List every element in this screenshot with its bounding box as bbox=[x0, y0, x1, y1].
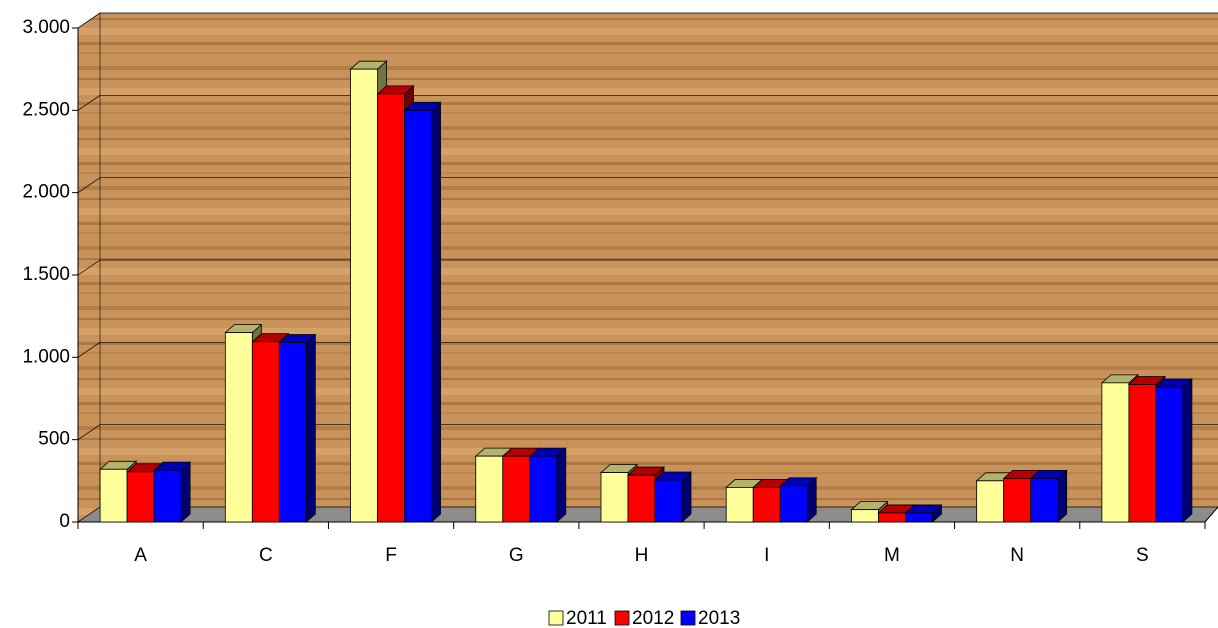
legend-swatch bbox=[548, 610, 564, 626]
x-tick-label: S bbox=[1136, 545, 1149, 566]
bar bbox=[377, 93, 405, 523]
bar-side bbox=[681, 471, 692, 523]
bar bbox=[350, 68, 378, 523]
bar bbox=[99, 468, 128, 523]
y-tick-label: 3.000 bbox=[22, 17, 70, 38]
bar bbox=[600, 472, 629, 523]
legend-swatch bbox=[680, 610, 696, 626]
bar bbox=[475, 455, 504, 523]
x-tick-label: N bbox=[1010, 545, 1024, 566]
grid-line-side bbox=[77, 506, 101, 523]
bar bbox=[251, 341, 280, 523]
x-axis-depth bbox=[1204, 506, 1218, 523]
bar bbox=[725, 487, 754, 523]
x-tick-label: C bbox=[259, 545, 273, 566]
bar bbox=[851, 509, 879, 523]
bar-side bbox=[556, 447, 567, 523]
bar-side bbox=[1182, 378, 1193, 523]
bar bbox=[779, 485, 808, 523]
grid-line-side bbox=[77, 177, 101, 193]
legend-swatch bbox=[614, 610, 630, 626]
bar bbox=[752, 487, 781, 523]
x-tick-label: I bbox=[764, 545, 769, 566]
bar-side bbox=[431, 101, 441, 523]
bar bbox=[627, 474, 656, 523]
bar bbox=[126, 471, 155, 523]
y-tick-label: 1.500 bbox=[22, 264, 70, 285]
y-tick-label: 2.000 bbox=[22, 182, 70, 203]
bar bbox=[529, 455, 558, 523]
bar bbox=[502, 455, 531, 523]
x-tick-label: F bbox=[385, 545, 397, 566]
x-tick-label: M bbox=[884, 545, 900, 566]
y-tick-label: 500 bbox=[38, 429, 70, 450]
bar bbox=[1128, 384, 1157, 523]
bar bbox=[1155, 386, 1184, 523]
y-tick-label: 1.000 bbox=[22, 346, 70, 367]
bar-side bbox=[1057, 469, 1068, 523]
bar bbox=[654, 479, 683, 523]
x-tick-label: A bbox=[134, 545, 147, 566]
bar bbox=[278, 342, 307, 523]
legend-label: 2013 bbox=[698, 608, 740, 628]
x-tick-label: G bbox=[509, 545, 524, 566]
legend-label: 2012 bbox=[632, 608, 674, 628]
bar bbox=[878, 512, 906, 523]
grid-line-side bbox=[77, 259, 101, 276]
bar bbox=[905, 512, 933, 523]
bar bbox=[153, 469, 182, 523]
bar bbox=[224, 332, 253, 523]
grid-line-side bbox=[77, 342, 101, 358]
bar bbox=[1030, 477, 1059, 523]
bar bbox=[1101, 382, 1130, 523]
grid-line-side bbox=[77, 12, 101, 29]
grid-line-side bbox=[77, 95, 101, 111]
bar bbox=[404, 109, 432, 523]
y-tick-label: 0 bbox=[59, 511, 70, 532]
legend-label: 2011 bbox=[566, 608, 607, 628]
bar bbox=[1003, 477, 1032, 523]
bar-side bbox=[180, 461, 191, 523]
x-tick-label: H bbox=[635, 545, 649, 566]
y-tick-label: 2.500 bbox=[22, 99, 70, 120]
bar bbox=[976, 480, 1005, 523]
bar-side bbox=[305, 333, 316, 523]
grid-line-side bbox=[77, 424, 101, 440]
